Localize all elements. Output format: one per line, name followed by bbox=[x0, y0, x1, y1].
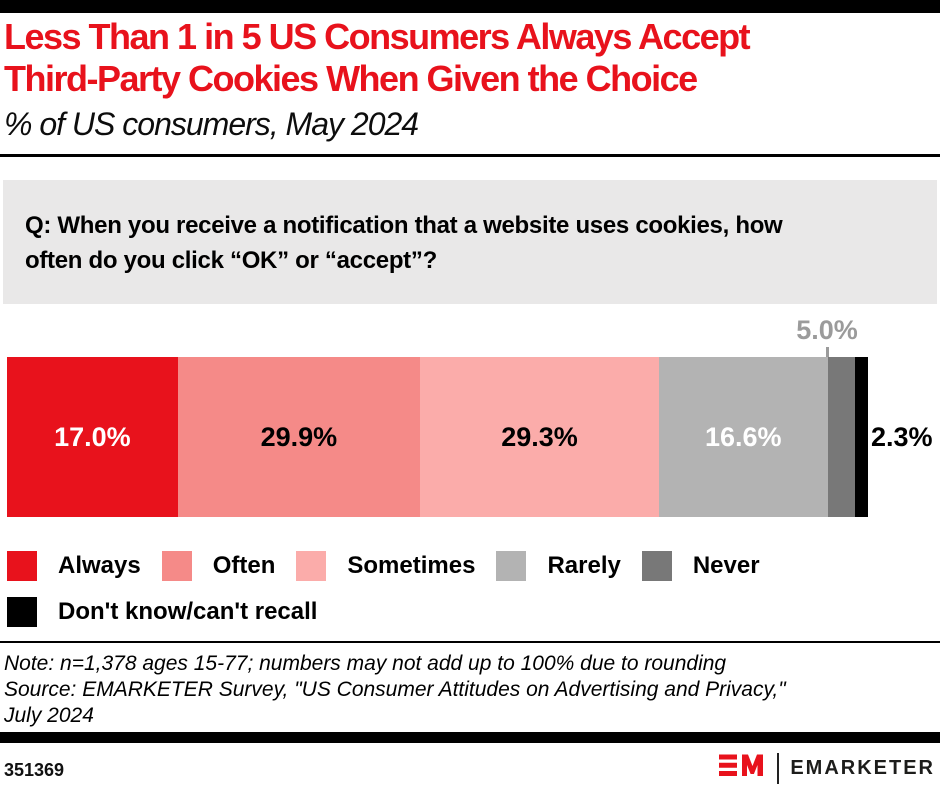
bar-segment-often: 29.9% bbox=[177, 357, 421, 517]
legend-swatch bbox=[7, 597, 37, 627]
legend-item-often: Often bbox=[161, 551, 276, 581]
bar-segment-never bbox=[827, 357, 856, 517]
note-line-2: Source: EMARKETER Survey, "US Consumer A… bbox=[4, 678, 786, 701]
bar-value-label: 29.9% bbox=[260, 421, 338, 452]
legend-item-rarely: Rarely bbox=[496, 551, 621, 581]
legend-swatch bbox=[296, 551, 327, 581]
title-line-1: Less Than 1 in 5 US Consumers Always Acc… bbox=[4, 16, 751, 57]
chart-id: 351369 bbox=[4, 760, 65, 780]
bar-value-label: 16.6% bbox=[704, 421, 782, 452]
logo-divider bbox=[777, 752, 780, 784]
emarketer-logo: EMARKETER bbox=[719, 752, 935, 784]
bar-segment-don-t-know-can-t-recall bbox=[855, 357, 868, 517]
never-callout-tick bbox=[826, 347, 829, 357]
page-title: Less Than 1 in 5 US Consumers Always Acc… bbox=[4, 16, 936, 100]
title-divider bbox=[0, 154, 940, 157]
legend-item-don-t-know-can-t-recall: Don't know/can't recall bbox=[7, 597, 317, 627]
top-black-bar bbox=[0, 0, 940, 13]
bottom-black-bar bbox=[0, 732, 940, 743]
legend-row-1: Always Often Sometimes Rarely Never bbox=[7, 551, 760, 581]
legend-swatch bbox=[641, 551, 672, 581]
question-line-2: often do you click “OK” or “accept”? bbox=[25, 247, 437, 274]
legend-item-sometimes: Sometimes bbox=[296, 551, 475, 581]
em-monogram-icon bbox=[719, 754, 765, 782]
survey-question-box: Q: When you receive a notification that … bbox=[3, 180, 937, 304]
note-text: Note: n=1,378 ages 15-77; numbers may no… bbox=[4, 651, 786, 729]
bar-value-label: 17.0% bbox=[54, 421, 131, 452]
survey-question-text: Q: When you receive a notification that … bbox=[25, 208, 783, 278]
dont-know-value-label: 2.3% bbox=[871, 421, 933, 452]
legend-label: Often bbox=[212, 552, 276, 579]
bar-segment-sometimes: 29.3% bbox=[420, 357, 659, 517]
legend-label: Don't know/can't recall bbox=[58, 598, 318, 625]
chart-subtitle: % of US consumers, May 2024 bbox=[4, 106, 419, 142]
note-line-3: July 2024 bbox=[4, 704, 94, 727]
legend-label: Always bbox=[58, 552, 141, 579]
question-line-1: Q: When you receive a notification that … bbox=[25, 212, 783, 239]
logo-wordmark: EMARKETER bbox=[790, 756, 935, 779]
legend-item-never: Never bbox=[641, 551, 760, 581]
bar-segment-rarely: 16.6% bbox=[658, 357, 828, 517]
bar-value-label: 29.3% bbox=[501, 421, 578, 452]
legend-swatch bbox=[7, 551, 37, 581]
legend-row-2: Don't know/can't recall bbox=[7, 597, 317, 627]
never-value-callout: 5.0% bbox=[796, 315, 858, 345]
legend-label: Never bbox=[692, 552, 760, 579]
stacked-bar: 17.0% 29.9% 29.3% 16.6% bbox=[7, 357, 868, 517]
note-line-1: Note: n=1,378 ages 15-77; numbers may no… bbox=[4, 652, 727, 675]
legend-item-always: Always bbox=[7, 551, 141, 581]
title-line-2: Third-Party Cookies When Given the Choic… bbox=[4, 58, 698, 99]
legend-swatch bbox=[496, 551, 527, 581]
legend-label: Sometimes bbox=[347, 552, 476, 579]
bar-segment-always: 17.0% bbox=[7, 357, 178, 517]
legend-divider bbox=[0, 641, 940, 643]
legend-swatch bbox=[161, 551, 192, 581]
legend-label: Rarely bbox=[547, 552, 621, 579]
